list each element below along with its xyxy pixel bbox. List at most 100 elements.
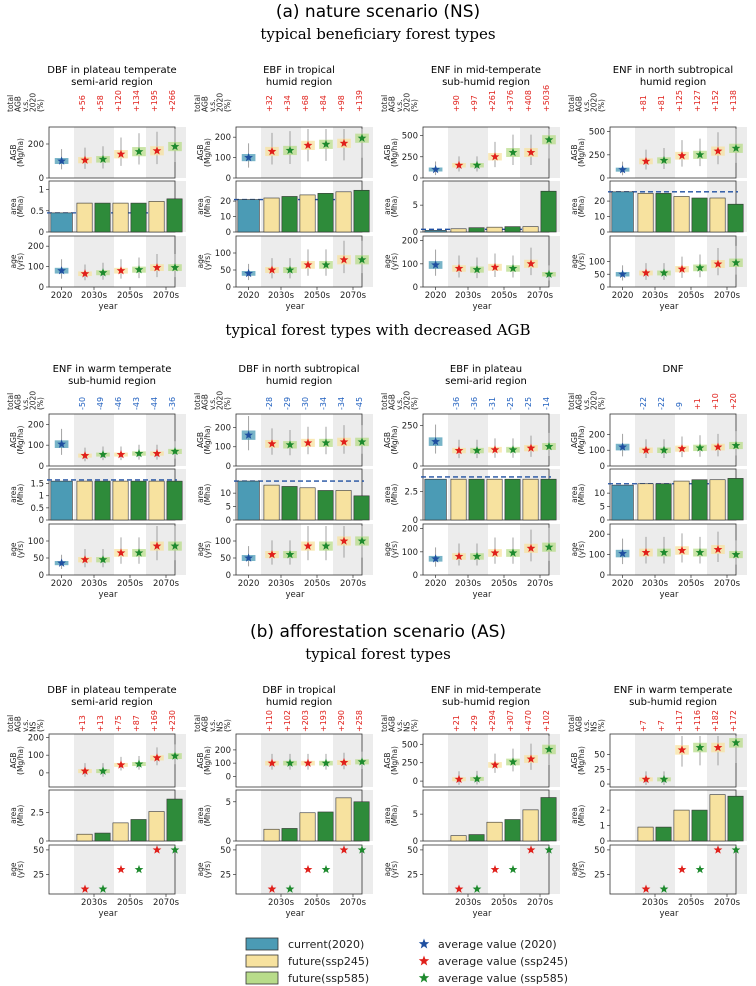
pct-change-label: -9: [675, 402, 684, 410]
period-shade: [448, 127, 488, 178]
star-ssp245: [339, 138, 349, 148]
star-ssp245: [454, 551, 464, 561]
pct-axis-label: v.s.: [21, 397, 30, 410]
x-tick-label: 2050s: [304, 898, 331, 908]
x-tick-label: 2070s: [714, 898, 741, 908]
y-tick-label: 0: [600, 571, 605, 581]
legend-label-avg585: average value (ssp585): [438, 972, 568, 985]
y-tick-label: 0.5: [30, 504, 44, 514]
star-ssp585: [508, 864, 518, 874]
pct-change-label: -49: [96, 397, 105, 410]
star-current: [57, 558, 66, 567]
y-tick-label: 0: [226, 462, 231, 472]
pct-axis-label: total: [567, 715, 576, 732]
pct-axis-label: (%): [410, 397, 419, 410]
period-shade: [261, 524, 301, 575]
bar-ssp585: [166, 198, 183, 233]
y-axis-label: AGB: [196, 432, 205, 448]
star-ssp245: [267, 758, 277, 767]
period-shade: [635, 414, 675, 466]
pct-change-label: +34: [283, 95, 292, 112]
bar-current: [611, 484, 634, 521]
y-axis-label: (yrs): [203, 541, 212, 558]
period-shade: [261, 734, 301, 787]
star-ssp585: [134, 147, 144, 156]
pct-change-label: -36: [168, 397, 177, 410]
star-ssp585: [695, 263, 705, 272]
y-axis-label: (Mha): [16, 805, 25, 827]
y-axis-label: area: [196, 486, 205, 503]
age-subplot: 0 50 100 age(yrs): [9, 523, 186, 581]
bar-ssp585: [540, 797, 557, 842]
bar-ssp585: [353, 495, 370, 521]
y-tick-label: 0: [39, 516, 44, 526]
agb-subplot: 0 100 200 AGB(Mg/ha): [196, 126, 373, 184]
y-tick-label: 100: [28, 441, 44, 451]
pct-axis-label: AGB: [575, 96, 584, 112]
y-tick-label: 0: [226, 516, 231, 526]
pct-change-label: +266: [168, 90, 177, 112]
y-axis-label: age: [570, 862, 579, 876]
star-ssp585: [695, 547, 705, 557]
bar-ssp245: [335, 191, 352, 233]
axes-frame: [609, 844, 737, 895]
y-axis-label: AGB: [9, 753, 18, 769]
pct-change-label: -25: [524, 397, 533, 410]
y-tick-label: 100: [215, 154, 231, 164]
y-axis-label: age: [383, 254, 392, 268]
y-axis-label: (Mg/ha): [577, 746, 586, 775]
star-ssp585: [170, 751, 180, 760]
panel-title: DNF: [663, 364, 684, 375]
y-axis-label: (Mha): [577, 805, 586, 827]
ns-subtitle-1: typical beneficiary forest types: [260, 25, 495, 43]
star-ssp585: [695, 864, 705, 874]
y-axis-label: (Mha): [577, 196, 586, 218]
area-subplot: 0 0.5 1 1.5 area(Mha): [9, 468, 186, 526]
bar-current: [424, 230, 447, 233]
y-tick-label: 100: [28, 751, 44, 761]
y-tick-label: 0: [600, 837, 605, 847]
star-ssp245: [80, 555, 90, 564]
period-shade: [333, 524, 373, 575]
star-ssp245: [267, 884, 277, 893]
y-tick-label: 0: [226, 174, 231, 184]
star-ssp245: [454, 160, 464, 169]
y-axis-label: (Mha): [16, 196, 25, 218]
y-axis-label: (Mg/ha): [577, 425, 586, 454]
y-axis-label: (Mha): [390, 196, 399, 218]
area-subplot: 0 5 area(Mha): [383, 789, 560, 847]
pct-axis-label: total: [6, 393, 15, 410]
star-ssp585: [285, 145, 295, 155]
x-axis-label: year: [473, 909, 492, 919]
x-tick-label: 2050s: [678, 579, 705, 589]
y-axis-label: (yrs): [203, 253, 212, 270]
x-tick-label: 2050s: [678, 898, 705, 908]
bar-ssp245: [112, 480, 129, 521]
pct-axis-label: (%): [223, 719, 232, 732]
age-subplot: 25 50 age(yrs): [383, 844, 560, 895]
y-tick-label: 100: [215, 443, 231, 453]
pct-change-label: -43: [132, 397, 141, 410]
star-ssp585: [285, 440, 295, 449]
period-shade: [74, 734, 114, 787]
star-ssp245: [152, 845, 162, 854]
y-tick-label: 50: [594, 846, 605, 856]
legend-swatch-ssp585: [245, 971, 279, 985]
star-ssp585: [544, 542, 554, 551]
pct-axis-label: total: [380, 715, 389, 732]
x-axis-label: year: [473, 302, 492, 312]
pct-axis-label: v.s.: [582, 99, 591, 112]
y-axis-label: (Mg/ha): [203, 425, 212, 454]
star-ssp245: [80, 155, 90, 164]
x-axis-label: year: [660, 909, 679, 919]
panel-title: DBF in tropical: [262, 685, 335, 696]
y-tick-label: 0: [413, 777, 418, 787]
y-axis-label: age: [9, 862, 18, 876]
y-tick-label: 0: [600, 283, 605, 293]
pct-axis-label: (%): [223, 99, 232, 112]
bar-ssp245: [335, 797, 352, 842]
